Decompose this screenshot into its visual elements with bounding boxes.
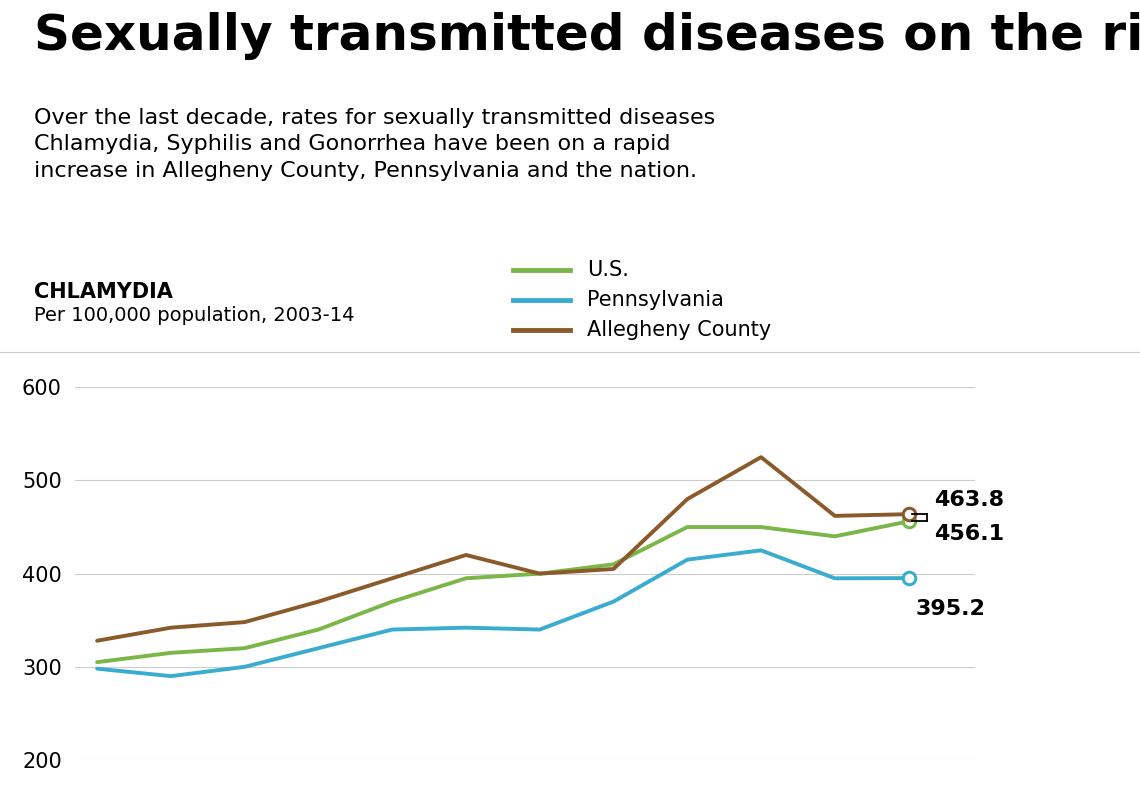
Text: 463.8: 463.8 <box>935 490 1004 510</box>
Text: 395.2: 395.2 <box>915 599 986 618</box>
Text: CHLAMYDIA: CHLAMYDIA <box>34 282 173 302</box>
Text: Pennsylvania: Pennsylvania <box>587 290 724 310</box>
Text: Sexually transmitted diseases on the rise: Sexually transmitted diseases on the ris… <box>34 12 1140 60</box>
Text: Per 100,000 population, 2003-14: Per 100,000 population, 2003-14 <box>34 306 355 325</box>
Text: Allegheny County: Allegheny County <box>587 320 772 340</box>
Text: Over the last decade, rates for sexually transmitted diseases
Chlamydia, Syphili: Over the last decade, rates for sexually… <box>34 108 716 181</box>
Text: U.S.: U.S. <box>587 260 629 280</box>
Text: 456.1: 456.1 <box>935 524 1004 544</box>
